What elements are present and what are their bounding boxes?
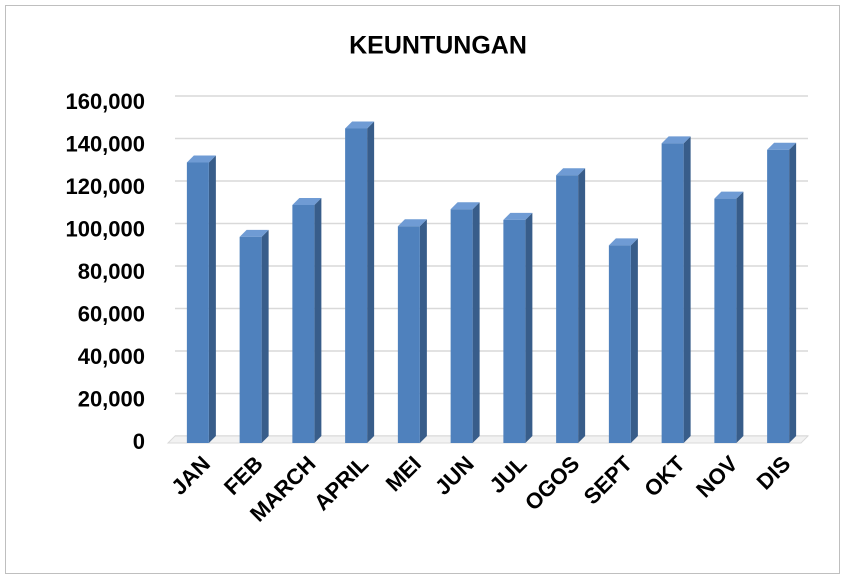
floor bbox=[166, 435, 810, 444]
y-tick-label: 0 bbox=[133, 429, 145, 454]
bar-side bbox=[261, 229, 269, 443]
bar-front bbox=[503, 219, 526, 443]
bar bbox=[661, 136, 691, 443]
bar-front bbox=[239, 236, 262, 443]
bar-front bbox=[767, 149, 790, 443]
y-tick-label: 160,000 bbox=[65, 89, 145, 114]
bar-front bbox=[608, 245, 631, 443]
bar-top bbox=[345, 121, 375, 129]
bar bbox=[397, 219, 427, 443]
bar-top bbox=[767, 142, 797, 150]
bar-side bbox=[314, 198, 322, 443]
y-tick-label: 140,000 bbox=[65, 131, 145, 156]
bar-top bbox=[661, 136, 691, 144]
bar-side bbox=[472, 202, 480, 443]
bar-top bbox=[186, 155, 216, 163]
bar-side bbox=[208, 155, 216, 443]
bar-top bbox=[608, 238, 638, 246]
bar bbox=[608, 238, 638, 443]
bar-front bbox=[450, 209, 473, 443]
bar-side bbox=[789, 142, 797, 443]
bar bbox=[450, 202, 480, 443]
y-tick-label: 60,000 bbox=[78, 301, 145, 326]
chart-title: KEUNTUNGAN bbox=[349, 32, 527, 60]
bar-front bbox=[345, 128, 368, 443]
bar-front bbox=[714, 198, 737, 443]
bar bbox=[239, 229, 269, 443]
bar-front bbox=[556, 175, 579, 443]
bar-side bbox=[630, 238, 638, 443]
bar-side bbox=[419, 219, 427, 443]
bar-front bbox=[397, 226, 420, 443]
bar bbox=[186, 155, 216, 443]
bar-top bbox=[714, 191, 744, 199]
bar-top bbox=[503, 212, 533, 220]
bar bbox=[714, 191, 744, 443]
bar-top bbox=[397, 219, 427, 227]
bar-top bbox=[239, 229, 269, 237]
bar-side bbox=[525, 212, 533, 443]
bar-side bbox=[578, 168, 586, 443]
bar-top bbox=[450, 202, 480, 210]
bar-top bbox=[556, 168, 586, 176]
bar bbox=[503, 212, 533, 443]
bar bbox=[292, 198, 322, 443]
y-tick-label: 100,000 bbox=[65, 216, 145, 241]
bar-side bbox=[367, 121, 375, 443]
bar bbox=[767, 142, 797, 443]
y-tick-label: 40,000 bbox=[78, 344, 145, 369]
y-tick-label: 80,000 bbox=[78, 259, 145, 284]
bar-front bbox=[186, 162, 209, 443]
bar-side bbox=[736, 191, 744, 443]
bar bbox=[556, 168, 586, 443]
bar-front bbox=[661, 143, 684, 443]
bar bbox=[345, 121, 375, 443]
bar-side bbox=[683, 136, 691, 443]
bar-front bbox=[292, 205, 315, 443]
bar-top bbox=[292, 198, 322, 205]
y-tick-label: 20,000 bbox=[78, 386, 145, 411]
y-tick-label: 120,000 bbox=[65, 174, 145, 199]
